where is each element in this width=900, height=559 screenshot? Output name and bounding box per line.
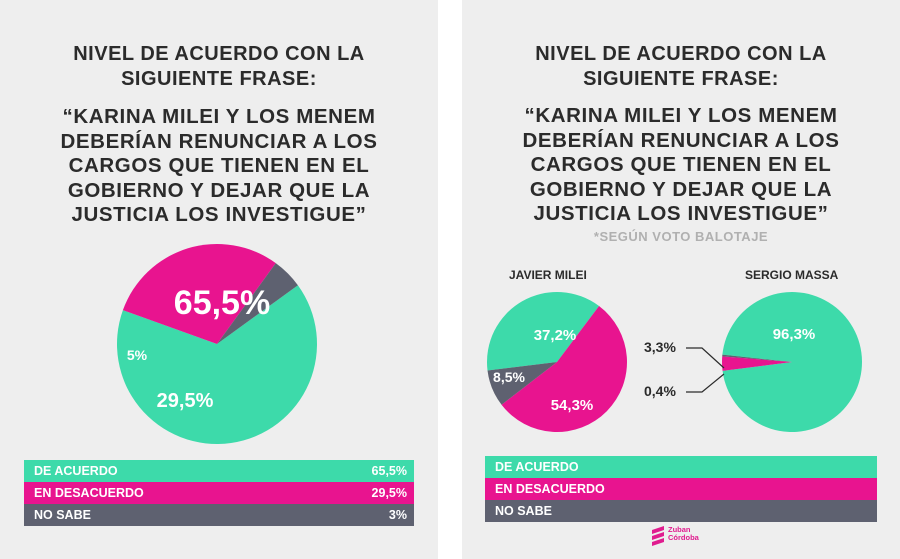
legend-row-disagree: EN DESACUERDO bbox=[485, 478, 877, 500]
left-heading-line2: SIGUIENTE FRASE: bbox=[121, 68, 317, 90]
zuban-cordoba-logo: Zuban Córdoba bbox=[650, 524, 720, 554]
legend-label-disagree: EN DESACUERDO bbox=[495, 482, 605, 496]
right-quote-line: GOBIERNO Y DEJAR QUE LA bbox=[529, 177, 833, 201]
logo-text: Zuban Córdoba bbox=[668, 526, 699, 542]
callout-label-unknown: 0,4% bbox=[644, 383, 676, 399]
right-heading-line2: SIGUIENTE FRASE: bbox=[583, 68, 779, 90]
pie-chart-milei: 37,2% 54,3% 8,5% bbox=[487, 292, 627, 432]
legend-label-agree: DE ACUERDO bbox=[495, 460, 579, 474]
pie-label-agree: 65,5% bbox=[174, 284, 270, 322]
logo-line1: Zuban bbox=[668, 525, 691, 534]
candidate-milei-label: JAVIER MILEI bbox=[509, 268, 587, 282]
right-heading-line1: NIVEL DE ACUERDO CON LA bbox=[535, 43, 827, 65]
right-quote: “KARINA MILEI Y LOS MENEM DEBERÍAN RENUN… bbox=[462, 104, 900, 227]
right-quote-line: JUSTICIA LOS INVESTIGUE” bbox=[533, 202, 829, 225]
legend-value-disagree: 29,5% bbox=[371, 486, 407, 500]
left-quote-line: JUSTICIA LOS INVESTIGUE” bbox=[71, 203, 367, 226]
legend-value-unknown: 3% bbox=[388, 508, 407, 522]
pie-slice-disagree bbox=[501, 306, 627, 432]
logo-mark-icon bbox=[652, 526, 664, 546]
pie-label-agree: 37,2% bbox=[534, 327, 577, 344]
pie-label-unknown: 5% bbox=[127, 347, 148, 363]
legend-label-unknown: NO SABE bbox=[495, 504, 552, 518]
left-quote-line: CARGOS QUE TIENEN EN EL bbox=[68, 154, 370, 177]
logo-line2: Córdoba bbox=[668, 533, 699, 542]
right-heading: NIVEL DE ACUERDO CON LA SIGUIENTE FRASE: bbox=[462, 42, 900, 92]
left-quote: “KARINA MILEI Y LOS MENEM DEBERÍAN RENUN… bbox=[0, 105, 438, 228]
pie-slice-agree bbox=[722, 292, 862, 432]
pie-slice-unknown bbox=[722, 354, 792, 362]
pie-label-disagree: 54,3% bbox=[551, 397, 594, 414]
pie-chart-massa: 96,3% bbox=[722, 292, 862, 432]
pie-label-unknown: 8,5% bbox=[493, 369, 525, 385]
pie-slice-unknown bbox=[217, 263, 298, 344]
candidate-massa-label: SERGIO MASSA bbox=[745, 268, 839, 282]
left-quote-line: GOBIERNO Y DEJAR QUE LA bbox=[67, 178, 371, 202]
legend-row-unknown: NO SABE bbox=[485, 500, 877, 522]
legend-row-disagree: EN DESACUERDO 29,5% bbox=[24, 482, 414, 504]
legend-label-agree: DE ACUERDO bbox=[34, 464, 118, 478]
massa-callouts: 3,3% 0,4% bbox=[644, 339, 725, 399]
legend-row-unknown: NO SABE 3% bbox=[24, 504, 414, 526]
legend-row-agree: DE ACUERDO 65,5% bbox=[24, 460, 414, 482]
left-heading: NIVEL DE ACUERDO CON LA SIGUIENTE FRASE: bbox=[0, 42, 438, 92]
pie-label-agree: 96,3% bbox=[773, 326, 816, 343]
right-panel: NIVEL DE ACUERDO CON LA SIGUIENTE FRASE:… bbox=[462, 0, 900, 559]
right-quote-line: DEBERÍAN RENUNCIAR A LOS bbox=[522, 128, 840, 152]
legend-value-agree: 65,5% bbox=[371, 464, 407, 478]
pie-slice-unknown bbox=[487, 362, 557, 405]
left-quote-line: “KARINA MILEI Y LOS MENEM bbox=[62, 105, 376, 128]
legend-label-unknown: NO SABE bbox=[34, 508, 91, 522]
pie-slice-agree bbox=[487, 292, 600, 371]
callout-line bbox=[686, 373, 725, 393]
callout-line bbox=[686, 347, 725, 369]
left-panel: NIVEL DE ACUERDO CON LA SIGUIENTE FRASE:… bbox=[0, 0, 438, 559]
callout-label-disagree: 3,3% bbox=[644, 339, 676, 355]
legend-right: DE ACUERDO EN DESACUERDO NO SABE bbox=[485, 456, 877, 522]
pie-slice-disagree bbox=[122, 244, 276, 344]
right-quote-line: CARGOS QUE TIENEN EN EL bbox=[530, 153, 832, 176]
pie-slice-agree bbox=[116, 285, 317, 444]
pie-chart-general: 65,5% 29,5% 5% bbox=[116, 244, 317, 444]
right-quote-line: “KARINA MILEI Y LOS MENEM bbox=[524, 104, 838, 127]
pie-label-disagree: 29,5% bbox=[157, 390, 214, 412]
left-quote-line: DEBERÍAN RENUNCIAR A LOS bbox=[60, 129, 378, 153]
left-heading-line1: NIVEL DE ACUERDO CON LA bbox=[73, 43, 365, 65]
legend-label-disagree: EN DESACUERDO bbox=[34, 486, 144, 500]
legend-left: DE ACUERDO 65,5% EN DESACUERDO 29,5% NO … bbox=[24, 460, 414, 526]
legend-row-agree: DE ACUERDO bbox=[485, 456, 877, 478]
pie-slice-disagree bbox=[722, 356, 792, 371]
ballot-note: *SEGÚN VOTO BALOTAJE bbox=[593, 229, 769, 244]
